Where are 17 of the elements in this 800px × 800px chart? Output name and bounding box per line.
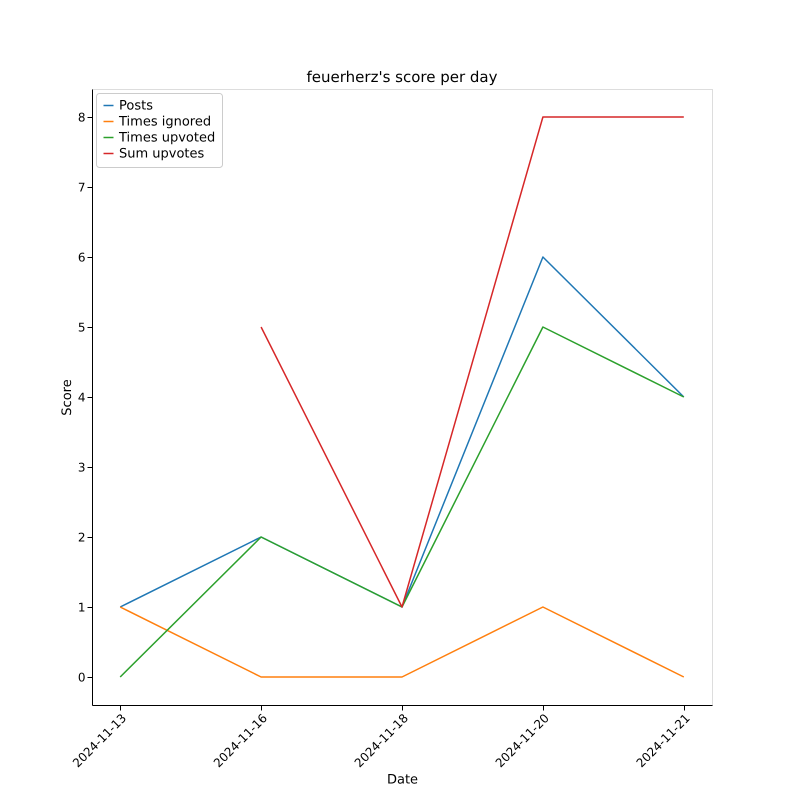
y-tick-label: 2 — [78, 530, 86, 544]
y-axis-title: Score — [60, 379, 75, 416]
y-tick-label: 4 — [78, 390, 86, 404]
y-tick-label: 0 — [78, 670, 86, 684]
x-axis-title: Date — [386, 772, 418, 788]
y-tick-label: 7 — [78, 180, 86, 194]
y-tick-label: 6 — [78, 250, 86, 264]
legend-label: Sum upvotes — [119, 146, 205, 162]
line-series — [119, 326, 685, 678]
legend-label: Times ignored — [118, 114, 212, 130]
legend-label: Posts — [119, 98, 154, 114]
y-tick-label: 8 — [78, 110, 86, 124]
y-tick-label: 1 — [78, 600, 86, 614]
chart-title: feuerherz's score per day — [306, 68, 498, 86]
y-tick-label: 3 — [78, 460, 86, 474]
legend-label: Times upvoted — [118, 130, 216, 146]
y-tick-label: 5 — [78, 320, 86, 334]
